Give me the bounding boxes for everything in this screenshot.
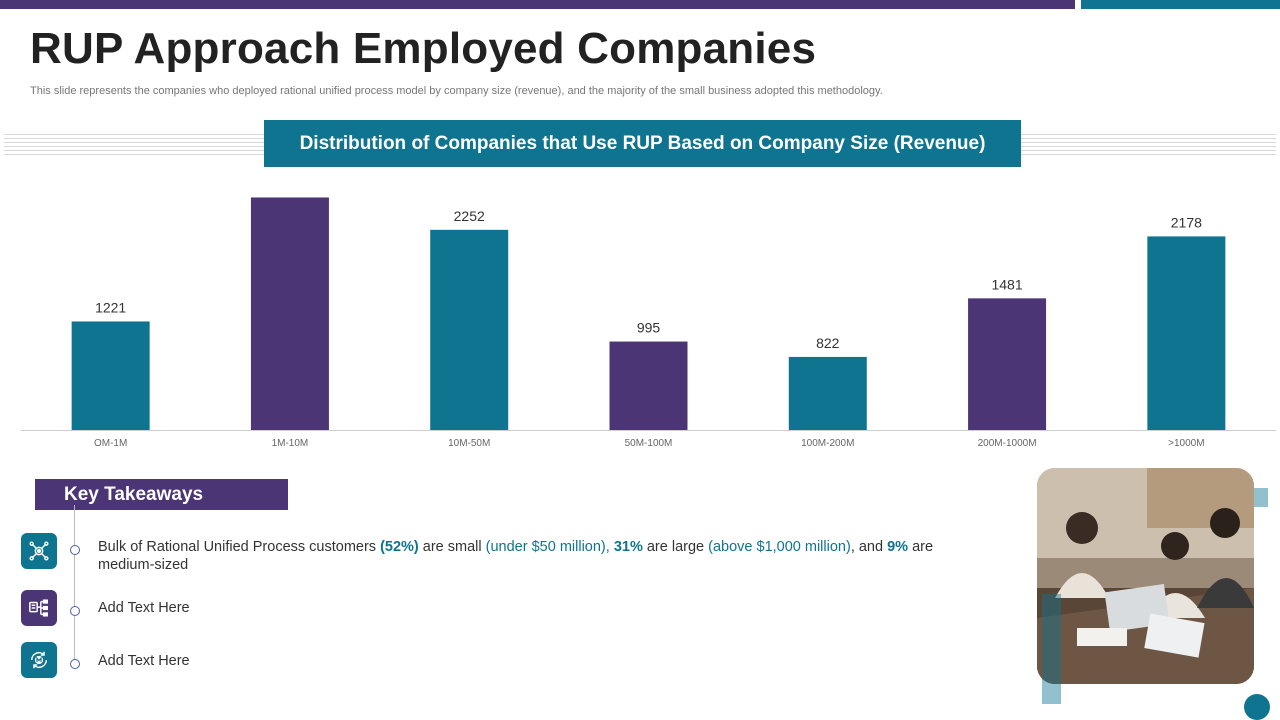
timeline-dot	[70, 545, 80, 555]
takeaway-text-part: (under $50 million),	[485, 539, 614, 555]
takeaway-item-2: Add Text Here	[21, 590, 421, 626]
x-tick-label: OM-1M	[94, 438, 127, 449]
decorative-bar-left	[1042, 594, 1061, 704]
timeline-line	[74, 505, 75, 665]
bar-50M-100M	[609, 341, 688, 430]
bar-10M-50M	[430, 229, 509, 430]
team-meeting-photo	[1037, 468, 1254, 684]
bar-200M-1000M	[968, 298, 1047, 430]
takeaway-text-3: Add Text Here	[98, 653, 190, 669]
key-takeaways-header: Key Takeaways	[35, 479, 288, 510]
takeaway-text-part: Bulk of Rational Unified Process custome…	[98, 539, 381, 555]
takeaway-text-part: , and	[850, 539, 888, 555]
gear-network-icon	[21, 533, 57, 569]
x-tick-label: 50M-100M	[625, 438, 673, 449]
takeaway-text-part: are small	[418, 539, 486, 555]
takeaway-item-1: Bulk of Rational Unified Process custome…	[21, 533, 981, 573]
takeaway-text-part: are large	[642, 539, 709, 555]
page-subtitle: This slide represents the companies who …	[30, 85, 883, 97]
bar->1000M	[1147, 236, 1226, 430]
data-label: 822	[816, 335, 840, 351]
takeaway-text-part: 31%	[613, 539, 643, 555]
x-tick-label: 1M-10M	[272, 438, 309, 449]
cycle-m-icon	[21, 642, 57, 678]
data-label: 2178	[1171, 214, 1202, 230]
data-label: 995	[637, 320, 661, 336]
takeaway-text-part: 9%	[887, 539, 909, 555]
takeaway-text-2: Add Text Here	[98, 600, 190, 616]
data-label: 1221	[95, 299, 126, 315]
takeaway-text-part: are medium-sized	[98, 539, 934, 573]
x-tick-label: 10M-50M	[448, 438, 490, 449]
bar-100M-200M	[788, 356, 867, 430]
data-label: 2252	[454, 208, 485, 224]
bar-chart: 1221 OM-1M 2616 1M-10M 2252 10M-50M 995 50M-100…	[21, 190, 1276, 449]
bar-1M-10M	[250, 197, 329, 430]
bar-OM-1M	[71, 321, 150, 430]
x-tick-label: 100M-200M	[801, 438, 854, 449]
data-label: 2616	[274, 190, 305, 191]
x-tick-label: >1000M	[1168, 438, 1204, 449]
takeaway-text-part: (above $1,000 million)	[708, 539, 851, 555]
timeline-dot	[70, 606, 80, 616]
takeaway-item-3: Add Text Here	[21, 642, 421, 678]
x-tick-label: 200M-1000M	[978, 438, 1037, 449]
chart-title: Distribution of Companies that Use RUP B…	[264, 120, 1021, 167]
top-accent-bar-teal	[1081, 0, 1280, 9]
top-accent-bar-purple	[0, 0, 1075, 9]
timeline-dot	[70, 659, 80, 669]
takeaway-text-1: Bulk of Rational Unified Process custome…	[98, 538, 958, 574]
corner-decoration	[1244, 694, 1270, 720]
takeaway-text-part: (52%)	[380, 539, 419, 555]
page-title: RUP Approach Employed Companies	[30, 24, 817, 73]
data-label: 1481	[991, 276, 1022, 292]
hierarchy-icon	[21, 590, 57, 626]
